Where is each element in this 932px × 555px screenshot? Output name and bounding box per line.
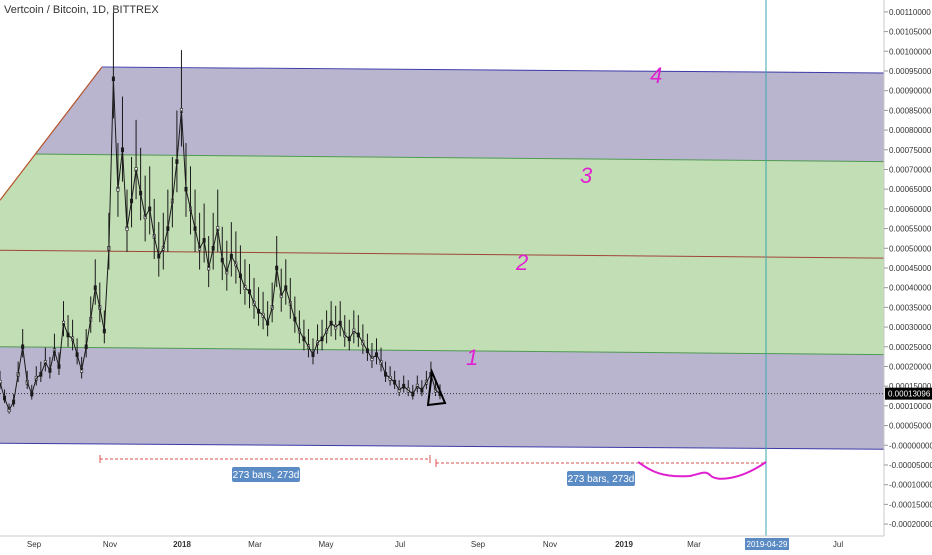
- y-tick-label: 0.00015000: [889, 382, 932, 391]
- y-tick-label: 0.00110000: [889, 8, 931, 17]
- price-line: [0, 78, 441, 411]
- crosshair-date-badge: [745, 538, 789, 550]
- candle-body: [0, 379, 2, 385]
- channel-band-4: [0, 67, 884, 162]
- y-tick-label: -0.00000000: [889, 441, 932, 450]
- x-tick-label: Nov: [543, 540, 557, 549]
- x-tick-label: Mar: [248, 540, 262, 549]
- y-tick-label: 0.00070000: [889, 165, 932, 174]
- y-tick-label: 0.00090000: [889, 87, 932, 96]
- x-tick-label: Nov: [103, 540, 117, 549]
- channel-band-2: [0, 250, 884, 355]
- y-tick-label: -0.00015000: [889, 500, 932, 509]
- last-price-label: 0.00013096: [888, 390, 931, 399]
- x-axis: Sep Nov 2018 Mar May Jul Sep Nov 2019 Mar 2019-04-…: [0, 535, 932, 550]
- y-tick-label: 0.00105000: [889, 28, 932, 37]
- measure-label-2: 273 bars, 273d: [568, 474, 635, 485]
- level-label-4: 4: [650, 63, 662, 88]
- y-tick-label: 0.00060000: [889, 205, 932, 214]
- channel-line-4: [101, 66, 884, 74]
- crosshair-date-label: 2019-04-29: [747, 540, 788, 549]
- level-label-1: 1: [466, 345, 478, 370]
- x-tick-label: May: [318, 540, 333, 549]
- y-tick-label: 0.00055000: [889, 225, 932, 234]
- measure-label-1: 273 bars, 273d: [233, 470, 300, 481]
- y-tick-label: 0.00010000: [889, 402, 932, 411]
- channel-line-bottom: [0, 442, 884, 450]
- y-axis: 0.00110000 0.00105000 0.00100000 0.00095000…: [883, 0, 932, 550]
- x-tick-label: Sep: [27, 540, 42, 549]
- x-tick-label: Jul: [395, 540, 405, 549]
- x-tick-label: Jul: [833, 540, 843, 549]
- brace-drawing: [637, 461, 767, 480]
- level-label-3: 3: [580, 163, 593, 188]
- chart-title: Vertcoin / Bitcoin, 1D, BITTREX: [4, 4, 159, 16]
- x-tick-label: Sep: [471, 540, 486, 549]
- y-tick-label: 0.00040000: [889, 284, 932, 293]
- y-tick-label: 0.00030000: [889, 323, 932, 332]
- level-label-2: 2: [515, 250, 528, 275]
- y-tick-label: 0.00005000: [889, 422, 932, 431]
- x-tick-label: 2019: [615, 540, 633, 549]
- y-tick-label: 0.00050000: [889, 244, 932, 253]
- y-tick-label: 0.00025000: [889, 343, 932, 352]
- y-tick-label: 0.00085000: [889, 106, 932, 115]
- last-price-badge: [885, 387, 932, 400]
- y-tick-label: 0.00065000: [889, 185, 932, 194]
- measure-label-bg-1: [232, 467, 300, 482]
- x-tick-label: 2018: [173, 540, 191, 549]
- x-tick-label: Mar: [687, 540, 701, 549]
- triangle-drawing: [426, 368, 447, 407]
- y-tick-label: 0.00100000: [889, 47, 932, 56]
- y-tick-label: 0.00020000: [889, 362, 932, 371]
- channel-line-3: [0, 153, 884, 163]
- y-tick-label: -0.00010000: [889, 481, 932, 490]
- channel-line-1: [0, 346, 884, 356]
- channel-line-2: [0, 249, 884, 259]
- y-tick-label: -0.00020000: [889, 520, 932, 529]
- y-tick-label: 0.00080000: [889, 126, 932, 135]
- y-axis-background: [884, 0, 932, 550]
- annotation-group: 1 2 3 4 273 bars, 273d 273 bars, 273d: [0, 0, 884, 536]
- channel-band-3: [0, 153, 884, 259]
- channel-corner-mask: [0, 0, 102, 201]
- y-tick-label: 0.00095000: [889, 67, 932, 76]
- price-series-group: [0, 12, 442, 414]
- x-axis-background: [0, 536, 932, 550]
- y-tick-label: 0.00035000: [889, 303, 932, 312]
- y-tick-label: 0.00075000: [889, 146, 932, 155]
- channel-start-line: [0, 66, 103, 201]
- y-tick-label: -0.00005000: [889, 461, 932, 470]
- y-tick-label: 0.00045000: [889, 264, 932, 273]
- measure-label-bg-2: [567, 471, 635, 486]
